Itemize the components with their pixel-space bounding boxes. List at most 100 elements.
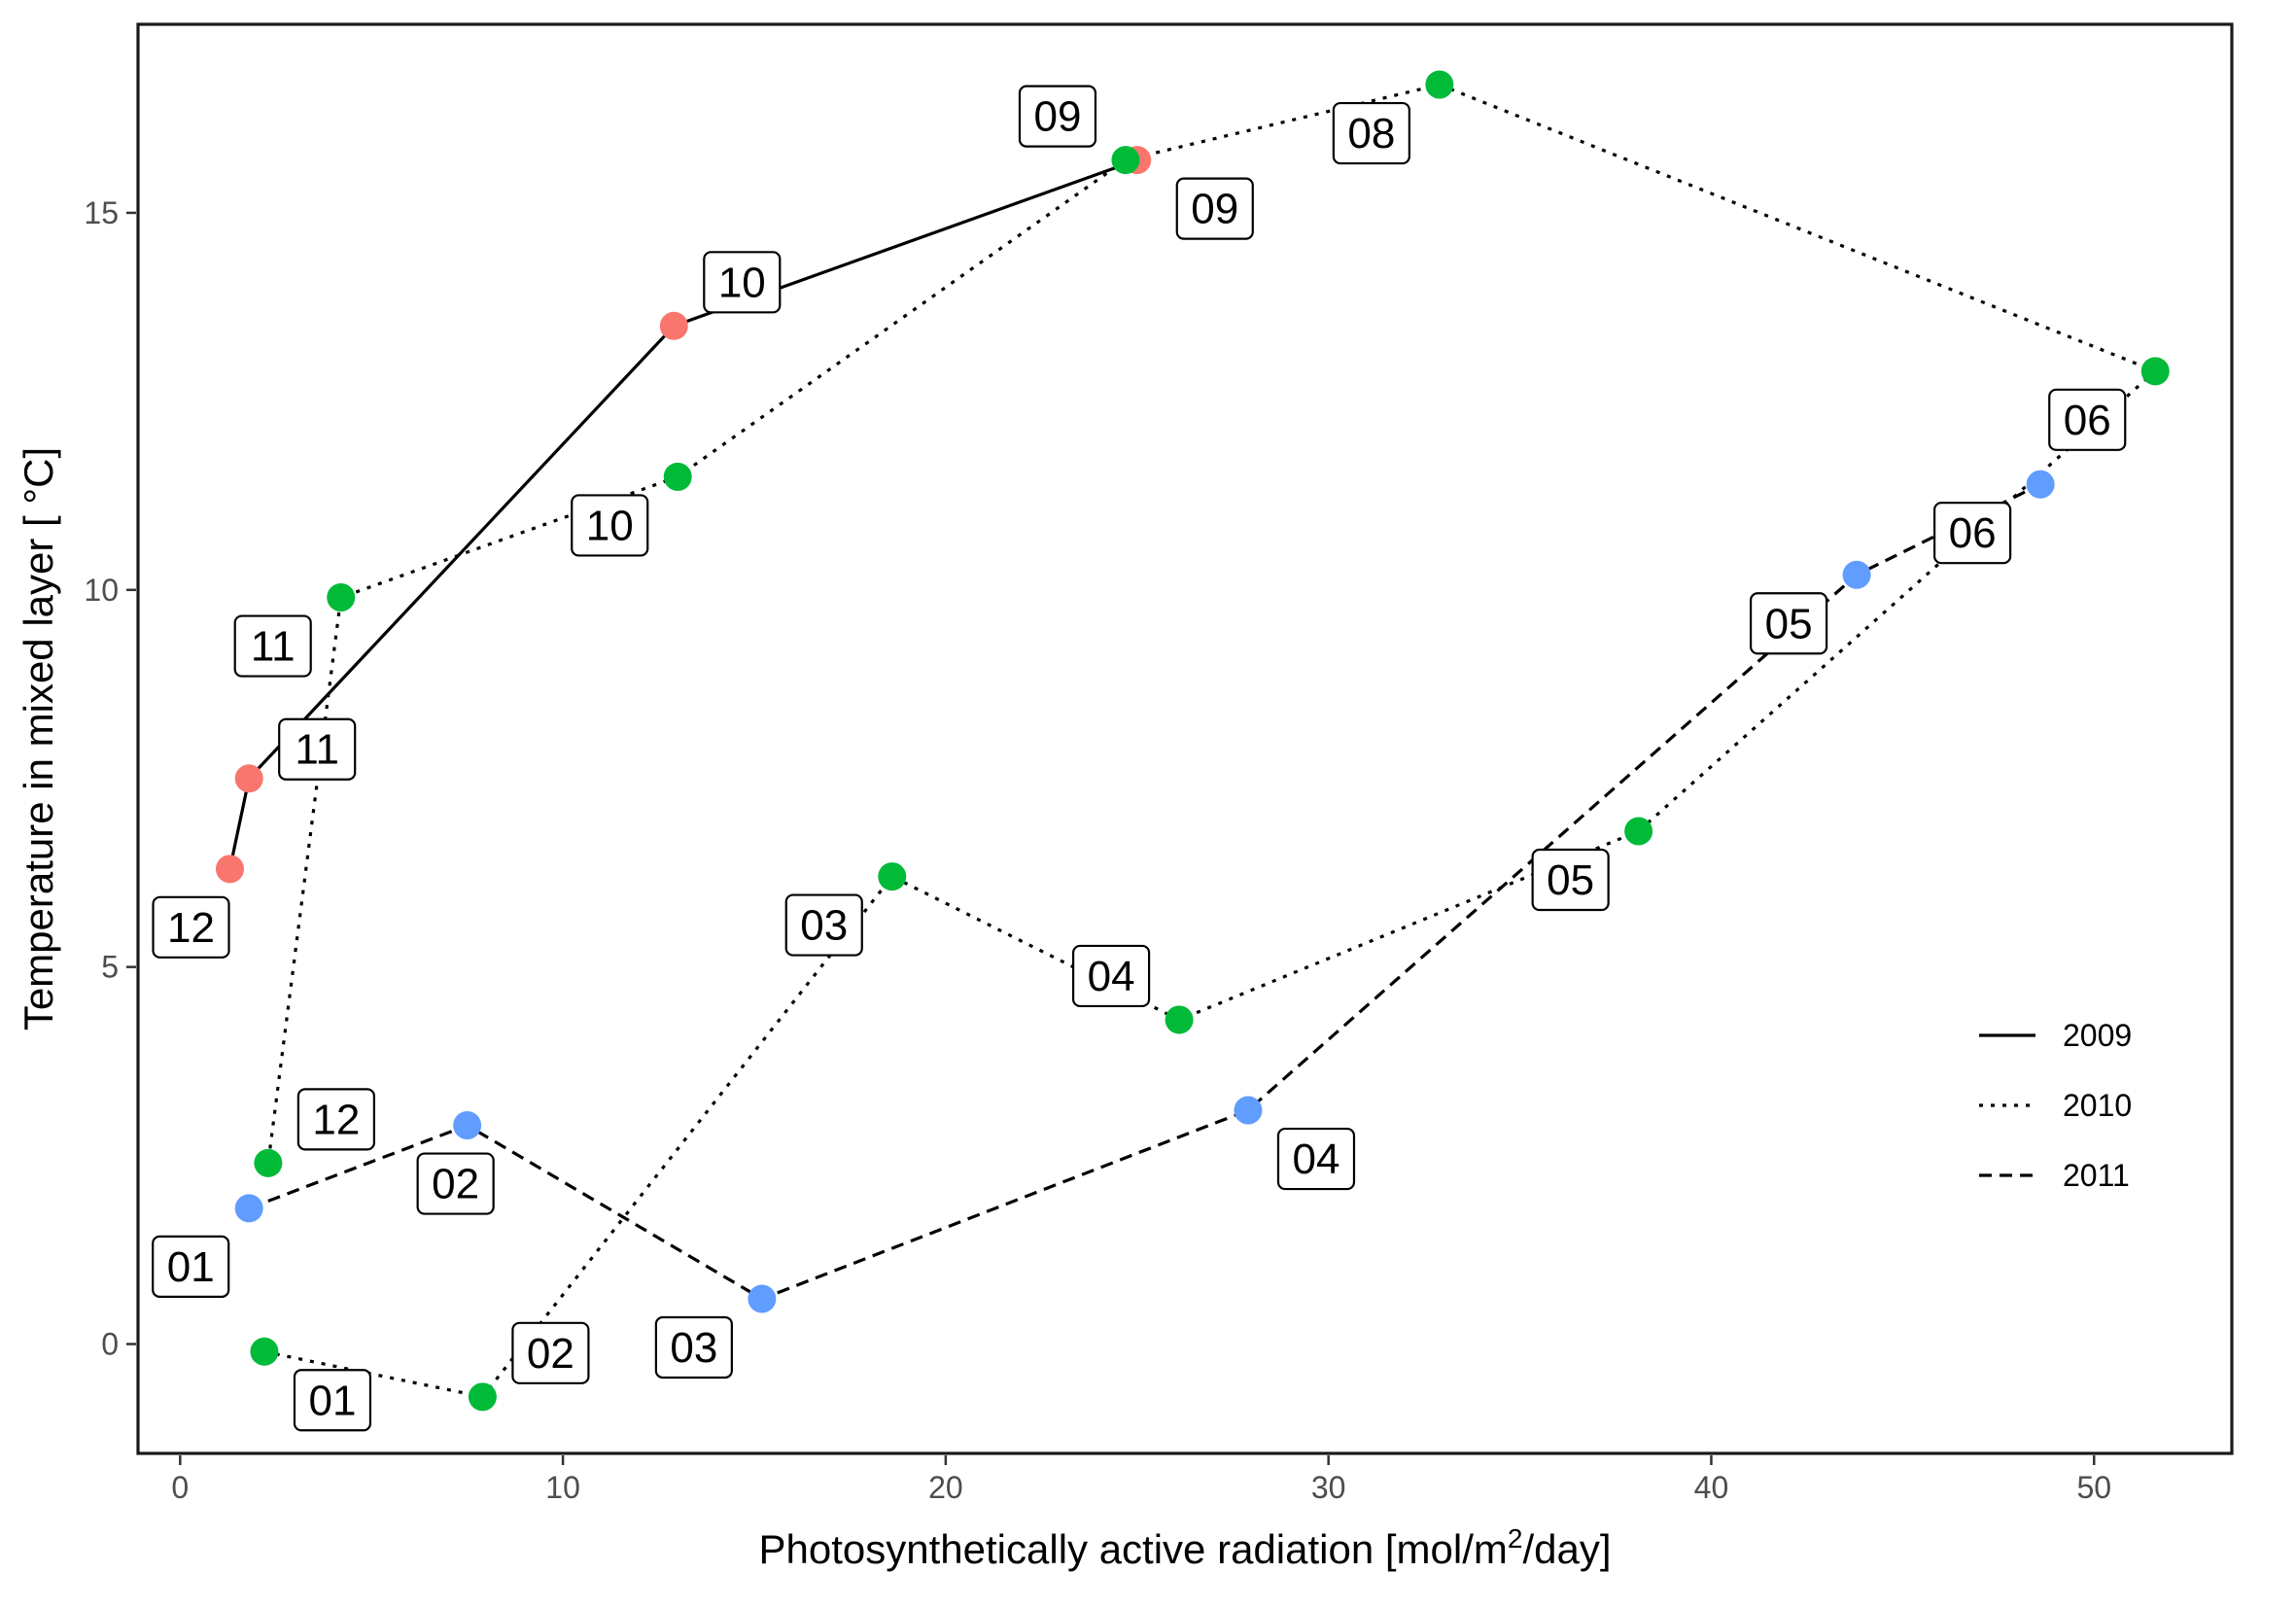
point-label-2010-09: 09 [1018,85,1097,148]
point-label-box [293,1369,372,1432]
point-label-text: 02 [432,1161,479,1208]
point-label-2010-05: 05 [1531,848,1610,912]
data-point-2010-03 [878,862,907,891]
point-label-2010-04: 04 [1071,944,1151,1008]
point-label-box [296,1088,375,1151]
point-label-box [152,1235,230,1298]
point-label-2009-12: 12 [152,895,230,959]
point-label-2010-03: 03 [784,893,863,957]
x-tick-label: 0 [171,1470,189,1505]
point-label-2011-04: 04 [1276,1127,1356,1191]
series-line-2009 [227,158,1138,870]
data-point-2010-11 [327,583,356,612]
data-point-2010-04 [1165,1005,1194,1034]
legend-label-2011: 2011 [2063,1158,2130,1193]
point-label-text: 06 [2064,397,2111,444]
legend: 2009 2010 2011 [1979,1018,2132,1193]
point-label-text: 05 [1547,856,1594,904]
point-label-2010-08: 08 [1332,101,1410,165]
point-label-text: 05 [1765,600,1813,647]
point-label-text: 10 [718,259,766,306]
point-label-box [1749,592,1828,655]
x-axis-title-sup: 2 [1508,1523,1523,1554]
data-point-2010-01 [250,1337,279,1366]
y-axis: 0 5 10 15 [84,195,136,1362]
point-labels: 09 10 11 12 01 02 03 04 05 06 08 09 10 11 12 01 02 03 04 05… [152,85,2127,1432]
data-point-2010-09 [1111,146,1140,175]
y-tick-label: 10 [84,573,119,608]
point-label-2009-09: 09 [1175,177,1254,240]
data-point-2009-11 [234,764,263,793]
data-point-2010-08 [1425,70,1454,99]
point-label-box [233,614,312,678]
x-axis-title-tail: /day] [1522,1526,1611,1572]
point-label-text: 04 [1292,1135,1339,1183]
point-label-box [1531,848,1610,912]
point-label-box [1332,101,1410,165]
x-tick-label: 20 [928,1470,963,1505]
data-point-2011-06 [2026,470,2055,499]
point-label-text: 01 [308,1377,356,1424]
point-label-text: 09 [1191,186,1238,233]
y-tick-label: 15 [84,195,119,230]
point-label-text: 11 [295,726,339,774]
point-label-2011-06: 06 [1933,502,2012,565]
data-point-2010-02 [468,1382,497,1412]
data-point-2011-05 [1842,560,1871,589]
point-label-text: 12 [312,1096,360,1143]
series-points [216,70,2170,1412]
data-point-2010-05 [1624,817,1653,846]
x-tick-label: 40 [1694,1470,1729,1505]
data-point-2011-02 [453,1111,482,1140]
point-label-box [2048,388,2127,451]
point-label-2010-10: 10 [571,494,649,557]
point-label-box [1175,177,1254,240]
data-point-2011-04 [1234,1096,1263,1125]
x-axis-title: Photosynthetically active radiation [mol… [759,1523,1612,1572]
data-point-2011-03 [748,1284,777,1313]
point-label-text: 10 [586,502,634,549]
point-label-2009-11: 11 [278,717,357,781]
x-axis: 0 10 20 30 40 50 [171,1455,2111,1505]
point-label-text: 08 [1347,110,1395,157]
point-label-box [278,717,357,781]
legend-label-2010: 2010 [2063,1088,2132,1123]
point-label-box [152,895,230,959]
point-label-box [1018,85,1097,148]
point-label-box [1276,1127,1356,1191]
data-point-2009-12 [216,855,245,884]
point-label-box [784,893,863,957]
point-label-box [1071,944,1151,1008]
y-axis-title: Temperature in mixed layer [ °C] [16,447,61,1031]
point-label-2011-03: 03 [654,1315,733,1380]
point-label-text: 11 [251,623,296,671]
data-point-2010-06 [2140,357,2170,386]
point-label-box [654,1315,733,1380]
series-line-2011 [248,482,2041,1301]
point-label-2010-02: 02 [511,1321,590,1384]
data-point-2010-10 [663,462,692,491]
x-tick-label: 50 [2076,1470,2111,1505]
point-label-2011-01: 01 [152,1235,230,1298]
x-tick-label: 10 [545,1470,580,1505]
point-label-text: 06 [1949,509,1997,557]
legend-label-2009: 2009 [2063,1018,2132,1053]
point-label-text: 04 [1088,953,1135,1000]
point-label-text: 12 [167,904,215,952]
point-label-2009-10: 10 [703,251,782,314]
point-label-text: 09 [1033,93,1081,141]
point-label-box [1933,502,2012,565]
point-label-2011-05: 05 [1749,592,1828,655]
point-label-text: 03 [800,902,848,950]
x-tick-label: 30 [1311,1470,1346,1505]
x-axis-title-main: Photosynthetically active radiation [mol… [759,1526,1508,1572]
y-tick-label: 5 [101,950,119,985]
plot-panel-border [136,22,2234,1455]
point-label-box [703,251,782,314]
point-label-2010-11: 11 [233,614,312,678]
y-tick-label: 0 [101,1327,119,1362]
point-label-box [511,1321,590,1384]
data-point-2011-01 [234,1194,263,1223]
